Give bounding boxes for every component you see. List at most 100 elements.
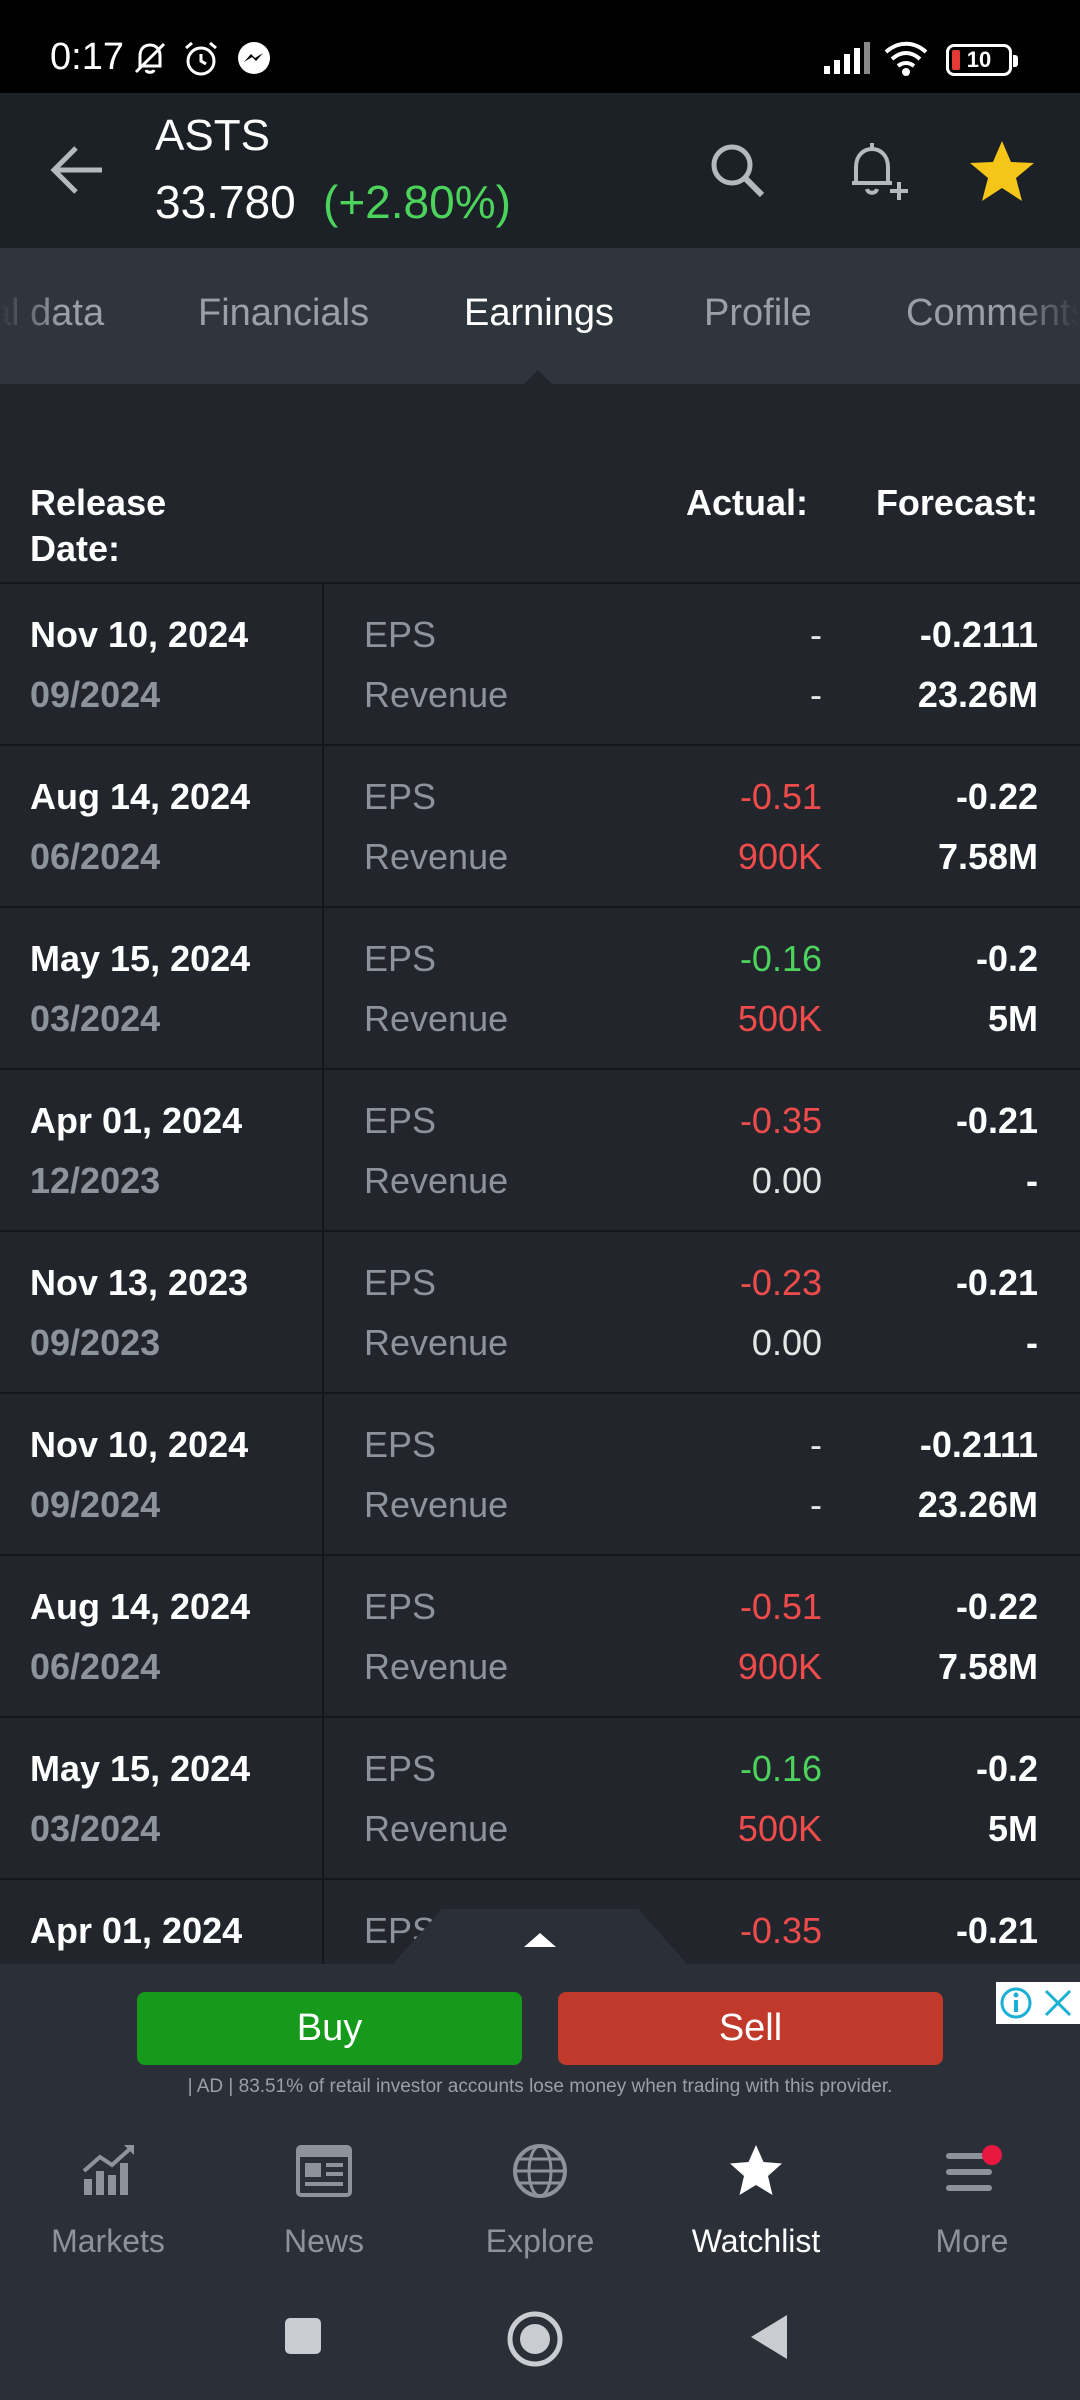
news-icon [296, 2145, 352, 2197]
eps-forecast: -0.2111 [919, 614, 1038, 655]
release-date: Aug 14, 2024 [30, 776, 251, 817]
signal-icon [824, 42, 870, 74]
fiscal-period: 06/2024 [30, 836, 161, 877]
eps-actual: - [810, 1424, 822, 1465]
table-row[interactable]: Nov 10, 2024 09/2024 EPS Revenue - - -0.2111 23… [0, 582, 1080, 746]
eps-forecast: -0.2111 [919, 1424, 1038, 1465]
release-date: Nov 13, 2023 [30, 1262, 249, 1303]
globe-icon [513, 2144, 567, 2198]
row-divider [322, 1232, 324, 1394]
revenue-label: Revenue [364, 1646, 509, 1687]
revenue-forecast: 5M [987, 1808, 1038, 1849]
row-divider [322, 908, 324, 1070]
fiscal-period: 03/2024 [30, 1808, 161, 1849]
tab-financials[interactable]: Financials [198, 292, 370, 334]
eps-forecast: -0.2 [975, 1748, 1038, 1789]
fiscal-period: 09/2024 [30, 1484, 161, 1525]
release-date: May 15, 2024 [30, 938, 251, 979]
buy-button[interactable]: Buy [137, 1992, 522, 2065]
price-change: (+2.80%) [323, 176, 511, 228]
eps-actual: -0.16 [739, 1748, 822, 1789]
table-row[interactable]: May 15, 2024 03/2024 EPS Revenue -0.16 500K -0… [0, 906, 1080, 1070]
battery-icon: 10 [946, 44, 1018, 76]
system-back-icon[interactable] [745, 2311, 795, 2363]
nav-markets[interactable]: Markets [0, 2139, 216, 2259]
active-tab-indicator [524, 370, 552, 384]
revenue-forecast: 23.26M [917, 1484, 1038, 1525]
row-divider [322, 1556, 324, 1718]
table-row[interactable]: Nov 10, 2024 09/2024 EPS Revenue - - -0.2111 23… [0, 1392, 1080, 1556]
eps-actual: - [810, 614, 822, 655]
row-divider [322, 1880, 324, 1964]
eps-forecast: -0.21 [955, 1910, 1038, 1951]
revenue-actual: - [810, 674, 822, 715]
tab-earnings[interactable]: Earnings [464, 292, 614, 334]
home-icon[interactable] [505, 2309, 565, 2369]
nav-watchlist[interactable]: Watchlist [648, 2139, 864, 2259]
eps-forecast: -0.22 [955, 1586, 1038, 1627]
revenue-forecast: 7.58M [937, 1646, 1038, 1687]
ticker-symbol: ASTS [155, 111, 270, 160]
eps-forecast: -0.22 [955, 776, 1038, 817]
eps-actual: -0.51 [739, 1586, 822, 1627]
release-date: Nov 10, 2024 [30, 1424, 249, 1465]
ad-choices-icon[interactable] [996, 1982, 1080, 2024]
revenue-forecast: 5M [987, 998, 1038, 1039]
table-row[interactable]: Aug 14, 2024 06/2024 EPS Revenue -0.51 900K -0… [0, 1554, 1080, 1718]
nav-news[interactable]: News [216, 2139, 432, 2259]
battery-level: 10 [966, 47, 992, 72]
current-price: 33.780 [155, 176, 296, 228]
earnings-table: Release Date: Actual: Forecast: Nov 10, … [0, 384, 1080, 1964]
bottom-navigation: Markets News Explore Watchlist [0, 2119, 1080, 2269]
eps-label: EPS [364, 1748, 437, 1789]
wifi-icon [884, 41, 928, 76]
revenue-label: Revenue [364, 836, 509, 877]
status-time: 0:17 [50, 36, 124, 78]
back-arrow-icon[interactable] [40, 133, 114, 207]
eps-actual: -0.16 [739, 938, 822, 979]
nav-more-label: More [935, 2223, 1009, 2259]
messenger-icon [238, 42, 270, 74]
sell-button[interactable]: Sell [558, 1992, 943, 2065]
alarm-icon [185, 41, 217, 76]
fiscal-period: 09/2023 [30, 1322, 161, 1363]
star-icon[interactable] [964, 133, 1040, 209]
section-tabs: al data Financials Earnings Profile Comm… [0, 248, 1080, 384]
revenue-actual: - [810, 1484, 822, 1525]
ad-disclaimer: | AD | 83.51% of retail investor account… [187, 2076, 893, 2097]
tab-profile[interactable]: Profile [704, 292, 812, 334]
chart-icon [82, 2145, 134, 2195]
eps-label: EPS [364, 1100, 437, 1141]
table-row[interactable]: Apr 01, 2024 12/2023 EPS Revenue -0.35 0.00 -0… [0, 1068, 1080, 1232]
eps-forecast: -0.21 [955, 1100, 1038, 1141]
eps-forecast: -0.21 [955, 1262, 1038, 1303]
revenue-forecast: 23.26M [917, 674, 1038, 715]
add-alert-icon[interactable] [838, 133, 914, 209]
expand-handle[interactable] [392, 1905, 688, 1965]
fiscal-period: 12/2023 [30, 1160, 161, 1201]
recent-apps-icon[interactable] [281, 2314, 325, 2358]
row-divider [322, 1718, 324, 1880]
row-divider [322, 746, 324, 908]
search-icon[interactable] [700, 133, 776, 209]
revenue-label: Revenue [364, 1160, 509, 1201]
nav-more[interactable]: More [864, 2139, 1080, 2259]
eps-label: EPS [364, 1586, 437, 1627]
revenue-actual: 900K [737, 1646, 822, 1687]
revenue-label: Revenue [364, 1484, 509, 1525]
table-row[interactable]: May 15, 2024 03/2024 EPS Revenue -0.16 500K -0… [0, 1716, 1080, 1880]
revenue-label: Revenue [364, 998, 509, 1039]
table-row[interactable]: Aug 14, 2024 06/2024 EPS Revenue -0.51 900K -0… [0, 744, 1080, 908]
header-forecast: Forecast: [875, 482, 1038, 523]
release-date: Apr 01, 2024 [30, 1100, 243, 1141]
row-divider [322, 584, 324, 746]
table-row[interactable]: Apr 01, 202412/2023EPSRevenue-0.350.00-0… [0, 1878, 1080, 1964]
nav-explore[interactable]: Explore [432, 2139, 648, 2259]
nav-markets-label: Markets [51, 2223, 165, 2259]
eps-actual: -0.35 [739, 1100, 822, 1141]
table-row[interactable]: Nov 13, 2023 09/2023 EPS Revenue -0.23 0.00 -0… [0, 1230, 1080, 1394]
row-divider [322, 1070, 324, 1232]
revenue-actual: 0.00 [751, 1160, 822, 1201]
revenue-actual: 500K [737, 998, 822, 1039]
nav-explore-label: Explore [485, 2223, 595, 2259]
